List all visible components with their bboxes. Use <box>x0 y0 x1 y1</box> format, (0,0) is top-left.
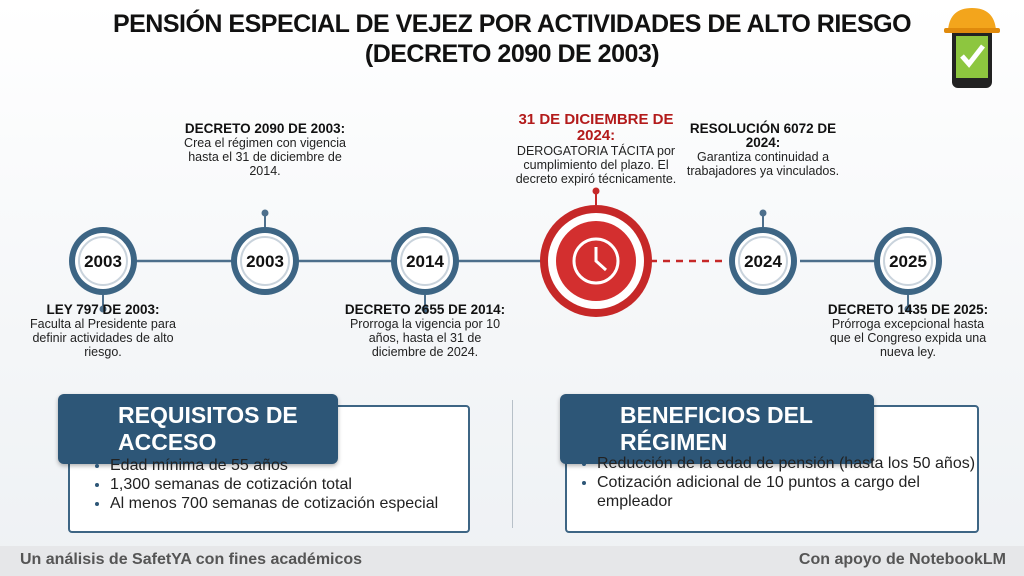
event-text: Crea el régimen con vigencia hasta el 31… <box>184 136 346 178</box>
timeline: 2003 2003 2014 2024 2025 <box>69 187 942 317</box>
event: DECRETO 2655 DE 2014: Prorroga la vigenci… <box>340 302 510 360</box>
panel-list: Edad mínima de 55 años 1,300 semanas de … <box>88 456 480 513</box>
event-text: Prorroga la vigencia por 10 años, hasta … <box>349 317 501 359</box>
stem-dot <box>904 305 912 313</box>
node-inner <box>880 233 936 289</box>
node-inner-ring <box>883 236 933 286</box>
stem-dot <box>592 187 600 195</box>
stem-dot <box>261 209 269 217</box>
event: 31 DE DICIEMBRE DE 2024: DEROGATORIA TÁCI… <box>501 111 691 187</box>
event-heading: DECRETO 1435 DE 2025: <box>827 302 989 317</box>
list-item: Reducción de la edad de pensión (hasta l… <box>597 454 987 473</box>
node-year: 2014 <box>406 252 444 271</box>
event: LEY 797 DE 2003: Faculta al Presidente pa… <box>18 302 188 360</box>
node-inner <box>735 233 791 289</box>
event-heading: DECRETO 2090 DE 2003: <box>184 121 346 136</box>
panel-list: Reducción de la edad de pensión (hasta l… <box>575 454 987 511</box>
node-year: 2025 <box>889 252 927 271</box>
node-inner-ring <box>78 236 128 286</box>
node-year: 2003 <box>84 252 122 271</box>
event: DECRETO 1435 DE 2025: Prórroga excepciona… <box>823 302 993 360</box>
event: RESOLUCIÓN 6072 DE 2024: Garantiza contin… <box>678 121 848 179</box>
list-item: Edad mínima de 55 años <box>110 456 480 475</box>
footer-left: Un análisis de SafetYA con fines académi… <box>20 551 363 568</box>
node-year: 2024 <box>744 252 782 271</box>
event-text: Faculta al Presidente para definir activ… <box>30 317 176 359</box>
event-heading: 31 DE DICIEMBRE DE 2024: <box>518 111 674 144</box>
event-heading: LEY 797 DE 2003: <box>46 302 160 317</box>
node-inner <box>75 233 131 289</box>
footer-right: Con apoyo de NotebookLM <box>798 551 1006 568</box>
title-line: (DECRETO 2090 DE 2003) <box>364 40 660 68</box>
node-year: 2003 <box>246 252 284 271</box>
node-inner-ring <box>738 236 788 286</box>
node-inner-ring <box>400 236 450 286</box>
list-item: Cotización adicional de 10 puntos a carg… <box>597 473 987 511</box>
stem-dot <box>759 209 767 217</box>
panel-title: REQUISITOS DE ACCESO <box>58 394 338 464</box>
event-text: Garantiza continuidad a trabajadores ya … <box>686 150 840 178</box>
footer <box>0 546 1024 576</box>
event: DECRETO 2090 DE 2003: Crea el régimen con… <box>180 121 350 179</box>
node-inner <box>397 233 453 289</box>
list-item: Al menos 700 semanas de cotización espec… <box>110 494 480 513</box>
node-inner <box>237 233 293 289</box>
clock-hands <box>594 247 608 272</box>
list-item: 1,300 semanas de cotización total <box>110 475 480 494</box>
event-heading: DECRETO 2655 DE 2014: <box>344 302 506 317</box>
node-inner-ring <box>240 236 290 286</box>
title-line: PENSIÓN ESPECIAL DE VEJEZ POR ACTIVIDADE… <box>112 10 912 38</box>
clock <box>572 237 620 285</box>
divider <box>512 400 513 528</box>
stem-dot <box>421 305 429 313</box>
event-text: DEROGATORIA TÁCITA por cumplimiento del … <box>515 144 677 186</box>
panel-title: BENEFICIOS DEL RÉGIMEN <box>560 394 874 464</box>
event-text: Prórroga excepcional hasta que el Congre… <box>829 317 987 359</box>
logo <box>944 8 1000 88</box>
event-heading: RESOLUCIÓN 6072 DE 2024: <box>689 121 837 150</box>
stem-dot <box>99 305 107 313</box>
